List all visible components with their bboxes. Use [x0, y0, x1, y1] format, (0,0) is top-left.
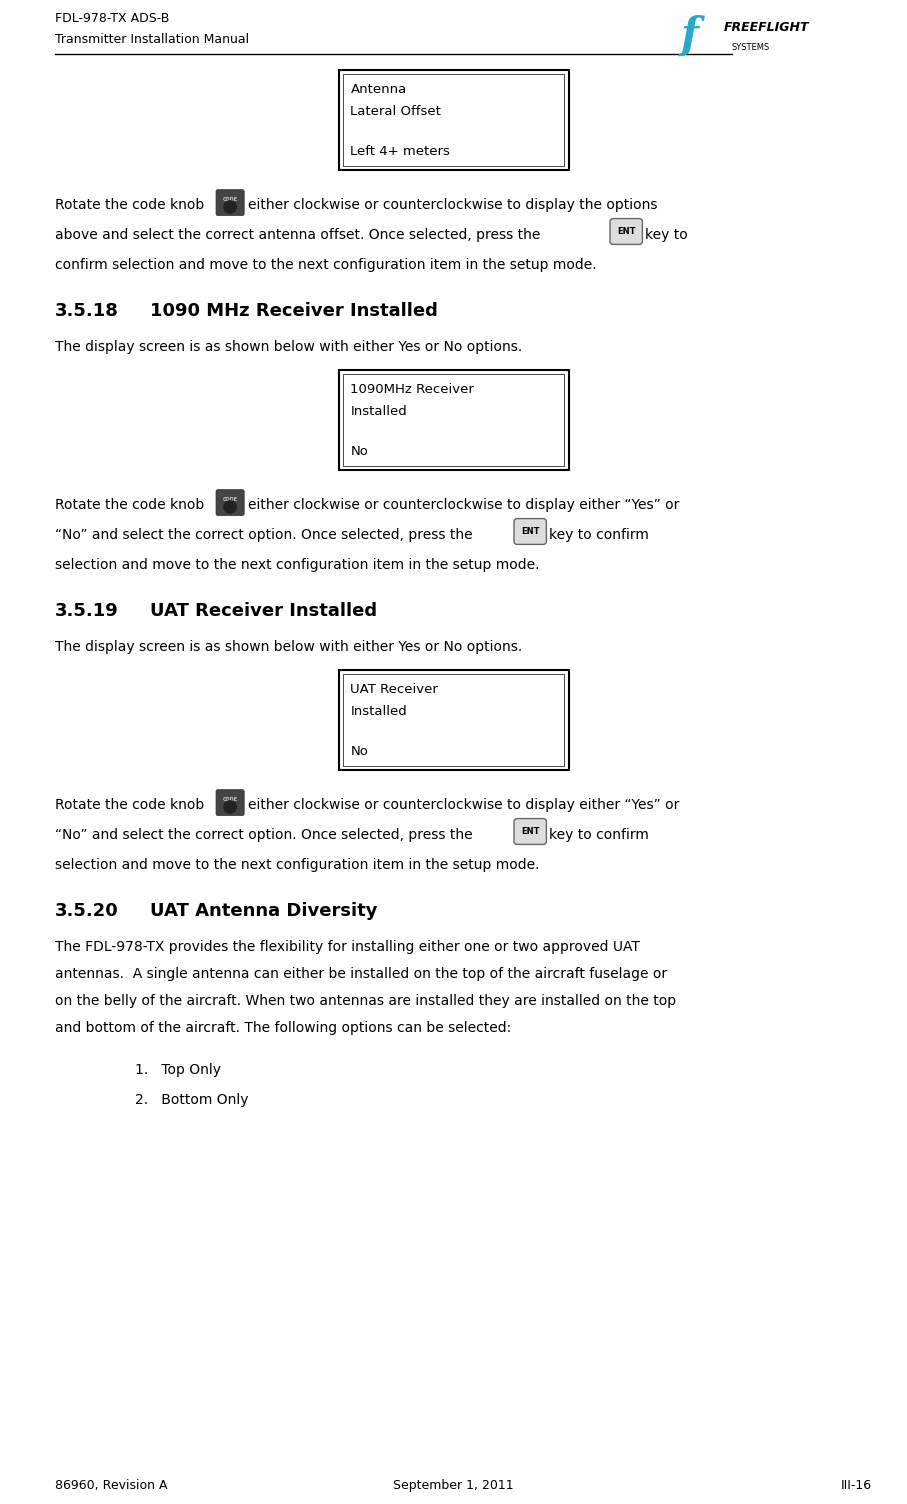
FancyBboxPatch shape: [216, 190, 244, 215]
Text: SYSTEMS: SYSTEMS: [732, 44, 770, 53]
Text: either clockwise or counterclockwise to display either “Yes” or: either clockwise or counterclockwise to …: [248, 498, 679, 511]
Text: either clockwise or counterclockwise to display the options: either clockwise or counterclockwise to …: [248, 199, 658, 212]
Text: selection and move to the next configuration item in the setup mode.: selection and move to the next configura…: [55, 558, 540, 572]
Text: Lateral Offset: Lateral Offset: [350, 105, 442, 117]
Text: key to confirm: key to confirm: [549, 528, 649, 541]
Text: The display screen is as shown below with either Yes or No options.: The display screen is as shown below wit…: [55, 340, 522, 353]
Text: FDL-978-TX ADS-B: FDL-978-TX ADS-B: [55, 12, 170, 26]
Circle shape: [224, 202, 236, 214]
FancyBboxPatch shape: [216, 790, 244, 815]
FancyBboxPatch shape: [216, 490, 244, 516]
Text: Transmitter Installation Manual: Transmitter Installation Manual: [55, 33, 249, 47]
Text: ENT: ENT: [521, 827, 540, 836]
Text: Left 4+ meters: Left 4+ meters: [350, 144, 451, 158]
Text: CODE: CODE: [222, 797, 238, 802]
Text: “No” and select the correct option. Once selected, press the: “No” and select the correct option. Once…: [55, 528, 473, 541]
FancyBboxPatch shape: [338, 370, 569, 471]
Text: either clockwise or counterclockwise to display either “Yes” or: either clockwise or counterclockwise to …: [248, 799, 679, 812]
Text: 1090 MHz Receiver Installed: 1090 MHz Receiver Installed: [150, 302, 438, 320]
Text: and bottom of the aircraft. The following options can be selected:: and bottom of the aircraft. The followin…: [55, 1021, 512, 1035]
Text: No: No: [350, 445, 368, 459]
Text: 3.5.18: 3.5.18: [55, 302, 119, 320]
FancyBboxPatch shape: [514, 519, 546, 544]
Text: Rotate the code knob: Rotate the code knob: [55, 498, 204, 511]
FancyBboxPatch shape: [610, 218, 642, 245]
FancyBboxPatch shape: [514, 818, 546, 844]
FancyBboxPatch shape: [343, 374, 564, 466]
Text: selection and move to the next configuration item in the setup mode.: selection and move to the next configura…: [55, 857, 540, 872]
Text: UAT Antenna Diversity: UAT Antenna Diversity: [150, 902, 377, 920]
FancyBboxPatch shape: [343, 674, 564, 766]
Text: The display screen is as shown below with either Yes or No options.: The display screen is as shown below wit…: [55, 641, 522, 654]
Text: Rotate the code knob: Rotate the code knob: [55, 199, 204, 212]
Text: 3.5.19: 3.5.19: [55, 602, 119, 620]
Circle shape: [224, 800, 236, 814]
Text: Installed: Installed: [350, 405, 407, 418]
Text: 1090MHz Receiver: 1090MHz Receiver: [350, 384, 474, 396]
Text: Rotate the code knob: Rotate the code knob: [55, 799, 204, 812]
Text: 3.5.20: 3.5.20: [55, 902, 119, 920]
Text: 1.   Top Only: 1. Top Only: [135, 1063, 221, 1077]
Text: September 1, 2011: September 1, 2011: [394, 1478, 513, 1492]
Text: UAT Receiver: UAT Receiver: [350, 683, 438, 696]
Text: 86960, Revision A: 86960, Revision A: [55, 1478, 168, 1492]
Text: ENT: ENT: [617, 227, 636, 236]
FancyBboxPatch shape: [338, 71, 569, 170]
Text: Installed: Installed: [350, 705, 407, 717]
Circle shape: [224, 501, 236, 513]
Text: CODE: CODE: [222, 197, 238, 202]
Text: CODE: CODE: [222, 496, 238, 502]
Text: “No” and select the correct option. Once selected, press the: “No” and select the correct option. Once…: [55, 829, 473, 842]
Text: III-16: III-16: [841, 1478, 872, 1492]
Text: confirm selection and move to the next configuration item in the setup mode.: confirm selection and move to the next c…: [55, 259, 597, 272]
FancyBboxPatch shape: [338, 669, 569, 770]
Text: 2.   Bottom Only: 2. Bottom Only: [135, 1093, 249, 1107]
Text: f: f: [680, 15, 697, 57]
FancyBboxPatch shape: [343, 74, 564, 165]
Text: above and select the correct antenna offset. Once selected, press the: above and select the correct antenna off…: [55, 229, 541, 242]
Text: key to: key to: [645, 229, 688, 242]
Text: key to confirm: key to confirm: [549, 829, 649, 842]
Text: on the belly of the aircraft. When two antennas are installed they are installed: on the belly of the aircraft. When two a…: [55, 994, 676, 1008]
Text: No: No: [350, 744, 368, 758]
Text: antennas.  A single antenna can either be installed on the top of the aircraft f: antennas. A single antenna can either be…: [55, 967, 668, 981]
Text: ENT: ENT: [521, 526, 540, 535]
Text: The FDL-978-TX provides the flexibility for installing either one or two approve: The FDL-978-TX provides the flexibility …: [55, 940, 639, 954]
Text: Antenna: Antenna: [350, 83, 406, 96]
Text: FREEFLIGHT: FREEFLIGHT: [724, 21, 810, 35]
Text: UAT Receiver Installed: UAT Receiver Installed: [150, 602, 377, 620]
